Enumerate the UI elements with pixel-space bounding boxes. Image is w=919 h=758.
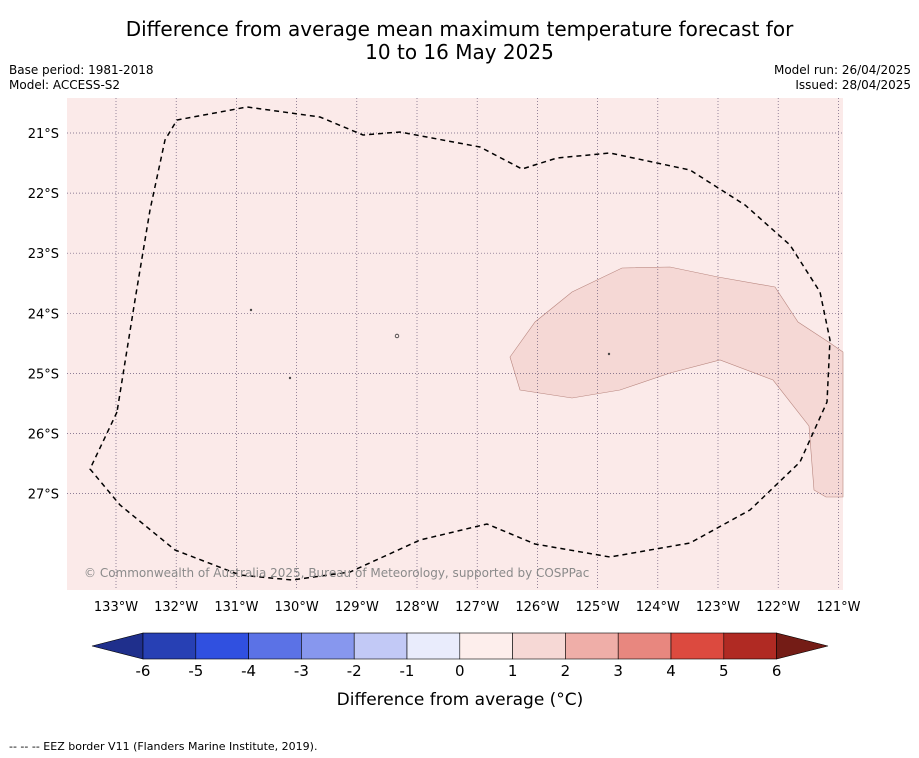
colorbar-swatch — [195, 632, 249, 660]
longitude-label: 130°W — [275, 600, 319, 615]
colorbar-swatch — [459, 632, 513, 660]
model-name: Model: ACCESS-S2 — [9, 78, 121, 92]
title-line-1: Difference from average mean maximum tem… — [125, 17, 794, 41]
colorbar-swatch — [512, 632, 566, 660]
colorbar-tick-label: -1 — [400, 662, 415, 680]
latitude-label: 27°S — [28, 488, 59, 503]
island-marker — [607, 352, 611, 356]
colorbar-tick-label: -3 — [294, 662, 309, 680]
colorbar-tick-label: -2 — [347, 662, 362, 680]
longitude-label: 133°W — [94, 600, 138, 615]
latitude-labels: 21°S 22°S 23°S 24°S 25°S 26°S 27°S — [28, 127, 59, 503]
colorbar-swatch — [723, 632, 777, 660]
latitude-label: 26°S — [28, 428, 59, 443]
eez-footnote: -- -- -- EEZ border V11 (Flanders Marine… — [9, 740, 318, 753]
longitude-label: 127°W — [455, 600, 499, 615]
colorbar-tick-label: -5 — [188, 662, 203, 680]
longitude-label: 129°W — [335, 600, 379, 615]
longitude-label: 122°W — [756, 600, 800, 615]
island-marker — [249, 308, 253, 312]
colorbar-extend-low — [91, 632, 144, 660]
model-run: Model run: 26/04/2025 — [773, 63, 911, 77]
latitude-label: 23°S — [28, 247, 59, 262]
longitude-label: 125°W — [576, 600, 620, 615]
longitude-labels: 133°W 132°W 131°W 130°W 129°W 128°W 127°W 126°W… — [94, 600, 861, 615]
colorbar-tick-label: 4 — [666, 662, 676, 680]
meta-left: Base period: 1981-2018 Model: ACCESS-S2 — [9, 63, 154, 93]
colorbar-swatch — [142, 632, 197, 660]
latitude-label: 25°S — [28, 367, 59, 382]
colorbar-tick-label: 2 — [561, 662, 571, 680]
issued-date: Issued: 28/04/2025 — [795, 78, 911, 92]
longitude-label: 128°W — [395, 600, 439, 615]
colorbar-tick-label: -4 — [241, 662, 256, 680]
colorbar-extend-high — [776, 632, 829, 660]
longitude-label: 131°W — [214, 600, 258, 615]
longitude-label: 123°W — [696, 600, 740, 615]
map-title: Difference from average mean maximum tem… — [0, 18, 919, 64]
copyright-credit: © Commonwealth of Australia 2025, Bureau… — [84, 566, 589, 580]
anomaly-region-1-to-2 — [509, 266, 844, 498]
small-islands — [249, 308, 611, 380]
colorbar-swatch — [248, 632, 302, 660]
colorbar-tick-label: 6 — [772, 662, 782, 680]
title-line-2: 10 to 16 May 2025 — [365, 40, 554, 64]
longitude-label: 126°W — [515, 600, 559, 615]
latitude-gridlines — [67, 132, 843, 494]
latitude-label: 22°S — [28, 187, 59, 202]
colorbar-swatch — [617, 632, 672, 660]
latitude-label: 21°S — [28, 127, 59, 142]
base-period: Base period: 1981-2018 — [9, 63, 154, 77]
longitude-gridlines — [115, 98, 839, 590]
colorbar-tick-label: -6 — [136, 662, 151, 680]
colorbar-tick-label: 3 — [613, 662, 623, 680]
island-marker — [394, 333, 400, 339]
colorbar-swatch — [301, 632, 355, 660]
island-marker — [288, 376, 292, 380]
colorbar-swatch — [670, 632, 725, 660]
colorbar-swatch — [353, 632, 408, 660]
longitude-label: 121°W — [816, 600, 860, 615]
colorbar-tick-label: 5 — [719, 662, 729, 680]
colorbar-swatch — [406, 632, 461, 660]
longitude-label: 132°W — [154, 600, 198, 615]
colorbar-label: Difference from average (°C) — [337, 690, 584, 710]
latitude-label: 24°S — [28, 307, 59, 322]
meta-right: Model run: 26/04/2025 Issued: 28/04/2025 — [774, 63, 911, 93]
longitude-label: 124°W — [636, 600, 680, 615]
colorbar-tick-label: 0 — [455, 662, 465, 680]
colorbar-swatch — [565, 632, 619, 660]
colorbar: -6 -5 -4 -3 -2 -1 0 1 2 3 4 5 6 — [91, 632, 829, 680]
colorbar-tick-label: 1 — [508, 662, 518, 680]
